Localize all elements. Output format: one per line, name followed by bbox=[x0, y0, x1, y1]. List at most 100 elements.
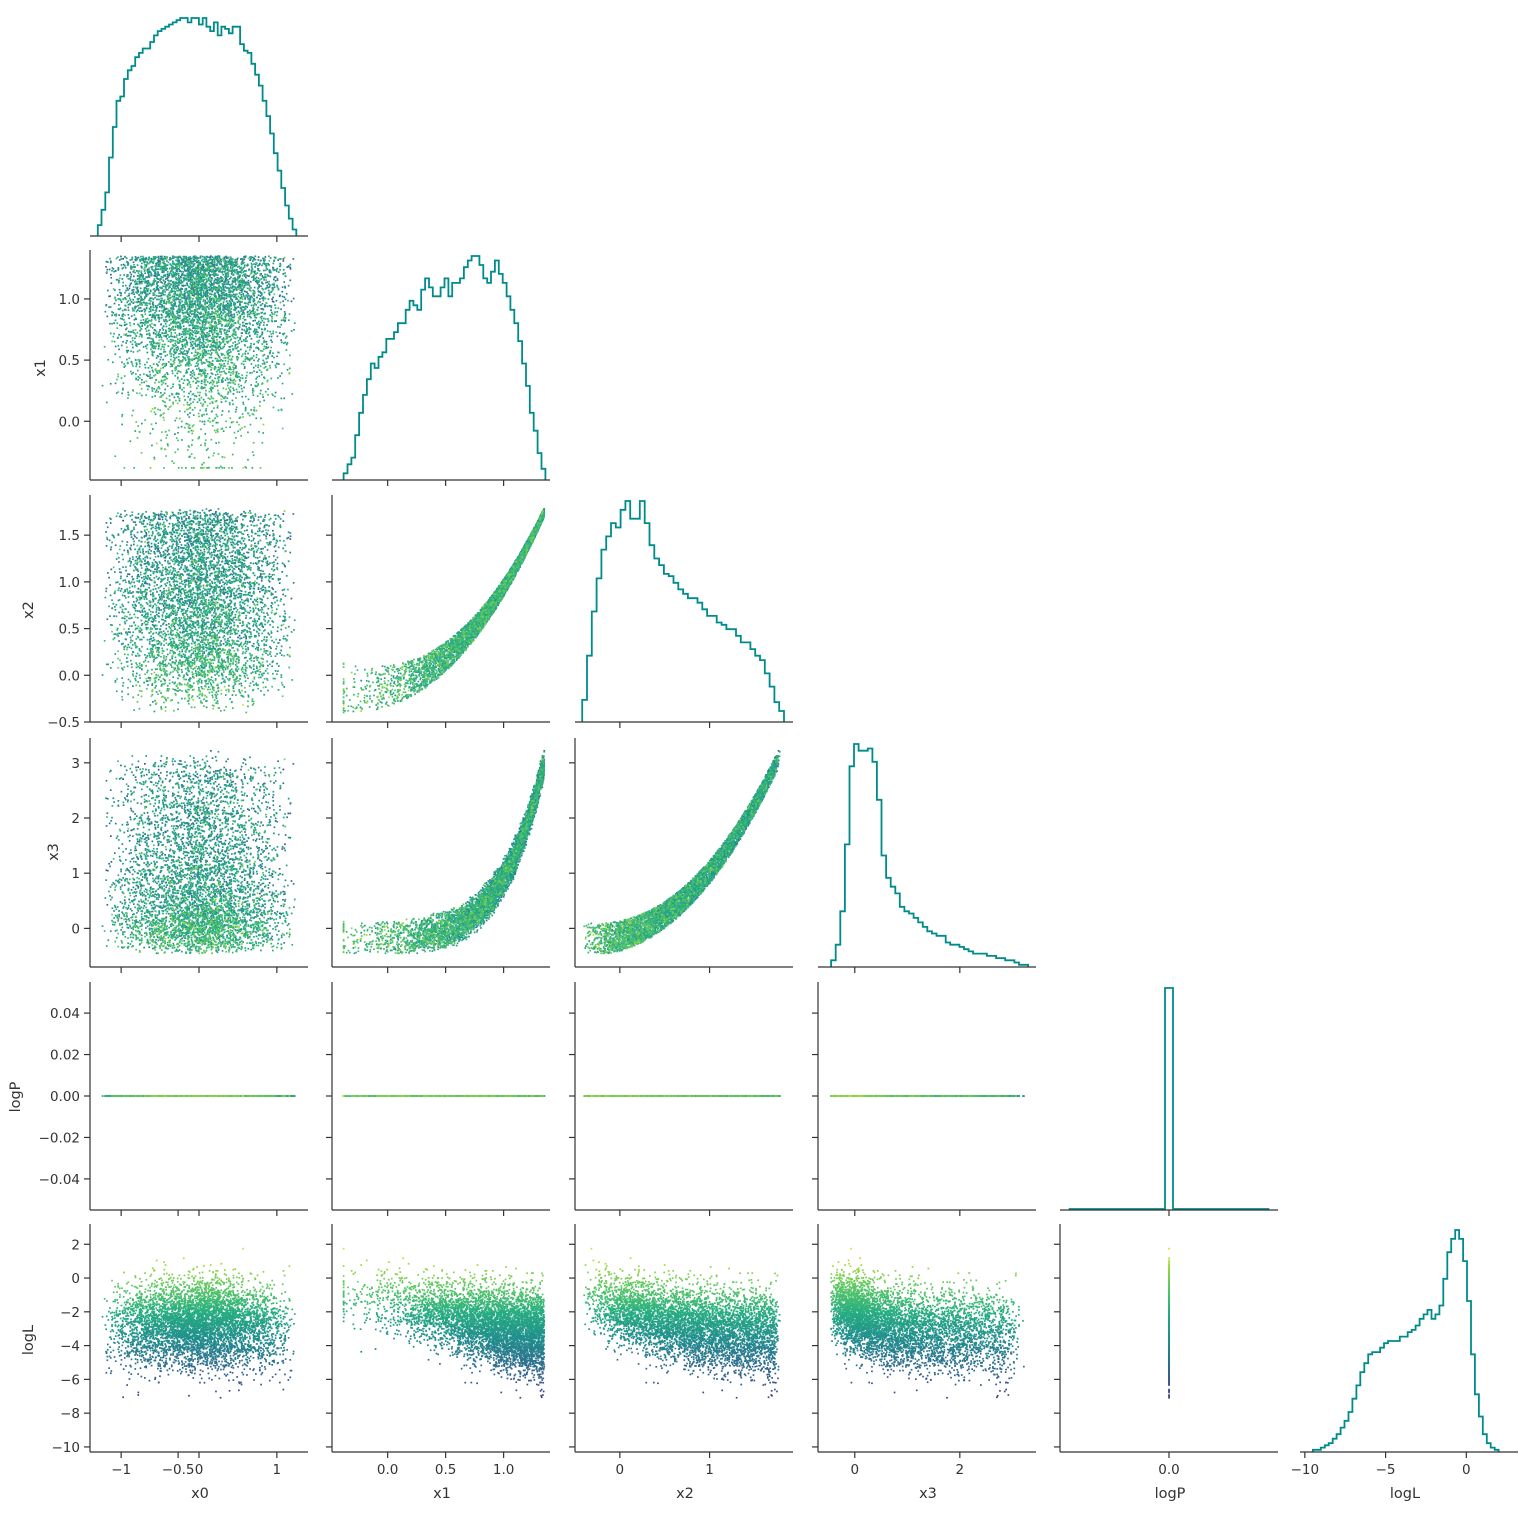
scatter-point bbox=[282, 296, 284, 298]
scatter-point bbox=[124, 265, 126, 267]
scatter-point bbox=[144, 324, 146, 326]
scatter-point bbox=[277, 278, 279, 280]
scatter-point bbox=[159, 306, 161, 308]
scatter-point bbox=[139, 283, 141, 285]
scatter-point bbox=[105, 305, 107, 307]
scatter-point bbox=[277, 335, 279, 337]
scatter-point bbox=[146, 374, 148, 376]
scatter-point bbox=[148, 259, 150, 261]
scatter-point bbox=[190, 261, 192, 263]
scatter-point bbox=[128, 314, 130, 316]
scatter-point bbox=[132, 347, 134, 349]
scatter-point bbox=[158, 321, 160, 323]
scatter-point bbox=[117, 294, 119, 296]
scatter-point bbox=[110, 274, 112, 276]
scatter-point bbox=[152, 302, 154, 304]
scatter-point bbox=[230, 277, 232, 279]
scatter-point bbox=[276, 311, 278, 313]
scatter-point bbox=[126, 350, 128, 352]
scatter-point bbox=[111, 315, 113, 317]
scatter-point bbox=[213, 264, 215, 266]
scatter-point bbox=[288, 265, 290, 267]
scatter-point bbox=[263, 400, 265, 402]
scatter-point bbox=[181, 336, 183, 338]
scatter-point bbox=[260, 260, 262, 262]
scatter-point bbox=[164, 291, 166, 293]
scatter-point bbox=[223, 363, 225, 365]
scatter-point bbox=[130, 259, 132, 261]
scatter-point bbox=[218, 349, 220, 351]
scatter-point bbox=[167, 273, 169, 275]
scatter-point bbox=[164, 389, 166, 391]
scatter-point bbox=[227, 330, 229, 332]
scatter-point bbox=[145, 320, 147, 322]
scatter-point bbox=[220, 260, 222, 262]
scatter-point bbox=[118, 349, 120, 351]
scatter-point bbox=[245, 338, 247, 340]
scatter-point bbox=[212, 373, 214, 375]
scatter-point bbox=[114, 353, 116, 355]
scatter-point bbox=[171, 275, 173, 277]
scatter-point bbox=[201, 296, 203, 298]
scatter-point bbox=[156, 308, 158, 310]
scatter-point bbox=[257, 307, 259, 309]
scatter-point bbox=[227, 334, 229, 336]
scatter-point bbox=[121, 301, 123, 303]
scatter-point bbox=[156, 389, 158, 391]
scatter-point bbox=[248, 295, 250, 297]
scatter-point bbox=[148, 282, 150, 284]
scatter-point bbox=[134, 308, 136, 310]
scatter-point bbox=[216, 422, 218, 424]
scatter-point bbox=[258, 301, 260, 303]
scatter-point bbox=[268, 287, 270, 289]
scatter-point bbox=[286, 293, 288, 295]
scatter-point bbox=[281, 320, 283, 322]
scatter-point bbox=[223, 274, 225, 276]
scatter-point bbox=[121, 424, 123, 426]
scatter-point bbox=[227, 257, 229, 259]
scatter-point bbox=[133, 293, 135, 295]
scatter-point bbox=[250, 302, 252, 304]
scatter-point bbox=[154, 329, 156, 331]
scatter-point bbox=[250, 281, 252, 283]
scatter-point bbox=[270, 257, 272, 259]
scatter-point bbox=[203, 346, 205, 348]
scatter-point bbox=[185, 277, 187, 279]
scatter-point bbox=[133, 276, 135, 278]
scatter-point bbox=[246, 323, 248, 325]
scatter-point bbox=[248, 269, 250, 271]
scatter-point bbox=[269, 305, 271, 307]
scatter-point bbox=[216, 256, 218, 258]
scatter-point bbox=[270, 350, 272, 352]
scatter-point bbox=[169, 285, 171, 287]
scatter-point bbox=[180, 299, 182, 301]
scatter-point bbox=[145, 367, 147, 369]
scatter-point bbox=[212, 360, 214, 362]
scatter-point bbox=[275, 392, 277, 394]
scatter-point bbox=[246, 295, 248, 297]
scatter-point bbox=[256, 277, 258, 279]
scatter-point bbox=[230, 351, 232, 353]
scatter-point bbox=[201, 268, 203, 270]
scatter-point bbox=[224, 344, 226, 346]
scatter-point bbox=[226, 297, 228, 299]
scatter-point bbox=[283, 281, 285, 283]
scatter-point bbox=[213, 349, 215, 351]
scatter-point bbox=[217, 292, 219, 294]
scatter-point bbox=[153, 304, 155, 306]
scatter-point bbox=[154, 312, 156, 314]
scatter-point bbox=[128, 335, 130, 337]
scatter-point bbox=[233, 314, 235, 316]
scatter-point bbox=[123, 274, 125, 276]
scatter-point bbox=[195, 336, 197, 338]
scatter-point bbox=[133, 291, 135, 293]
scatter-point bbox=[134, 272, 136, 274]
scatter-point bbox=[197, 257, 199, 259]
scatter-point bbox=[227, 302, 229, 304]
scatter-point bbox=[254, 287, 256, 289]
scatter-point bbox=[218, 381, 220, 383]
scatter-point bbox=[160, 392, 162, 394]
scatter-point bbox=[224, 266, 226, 268]
scatter-point bbox=[198, 260, 200, 262]
